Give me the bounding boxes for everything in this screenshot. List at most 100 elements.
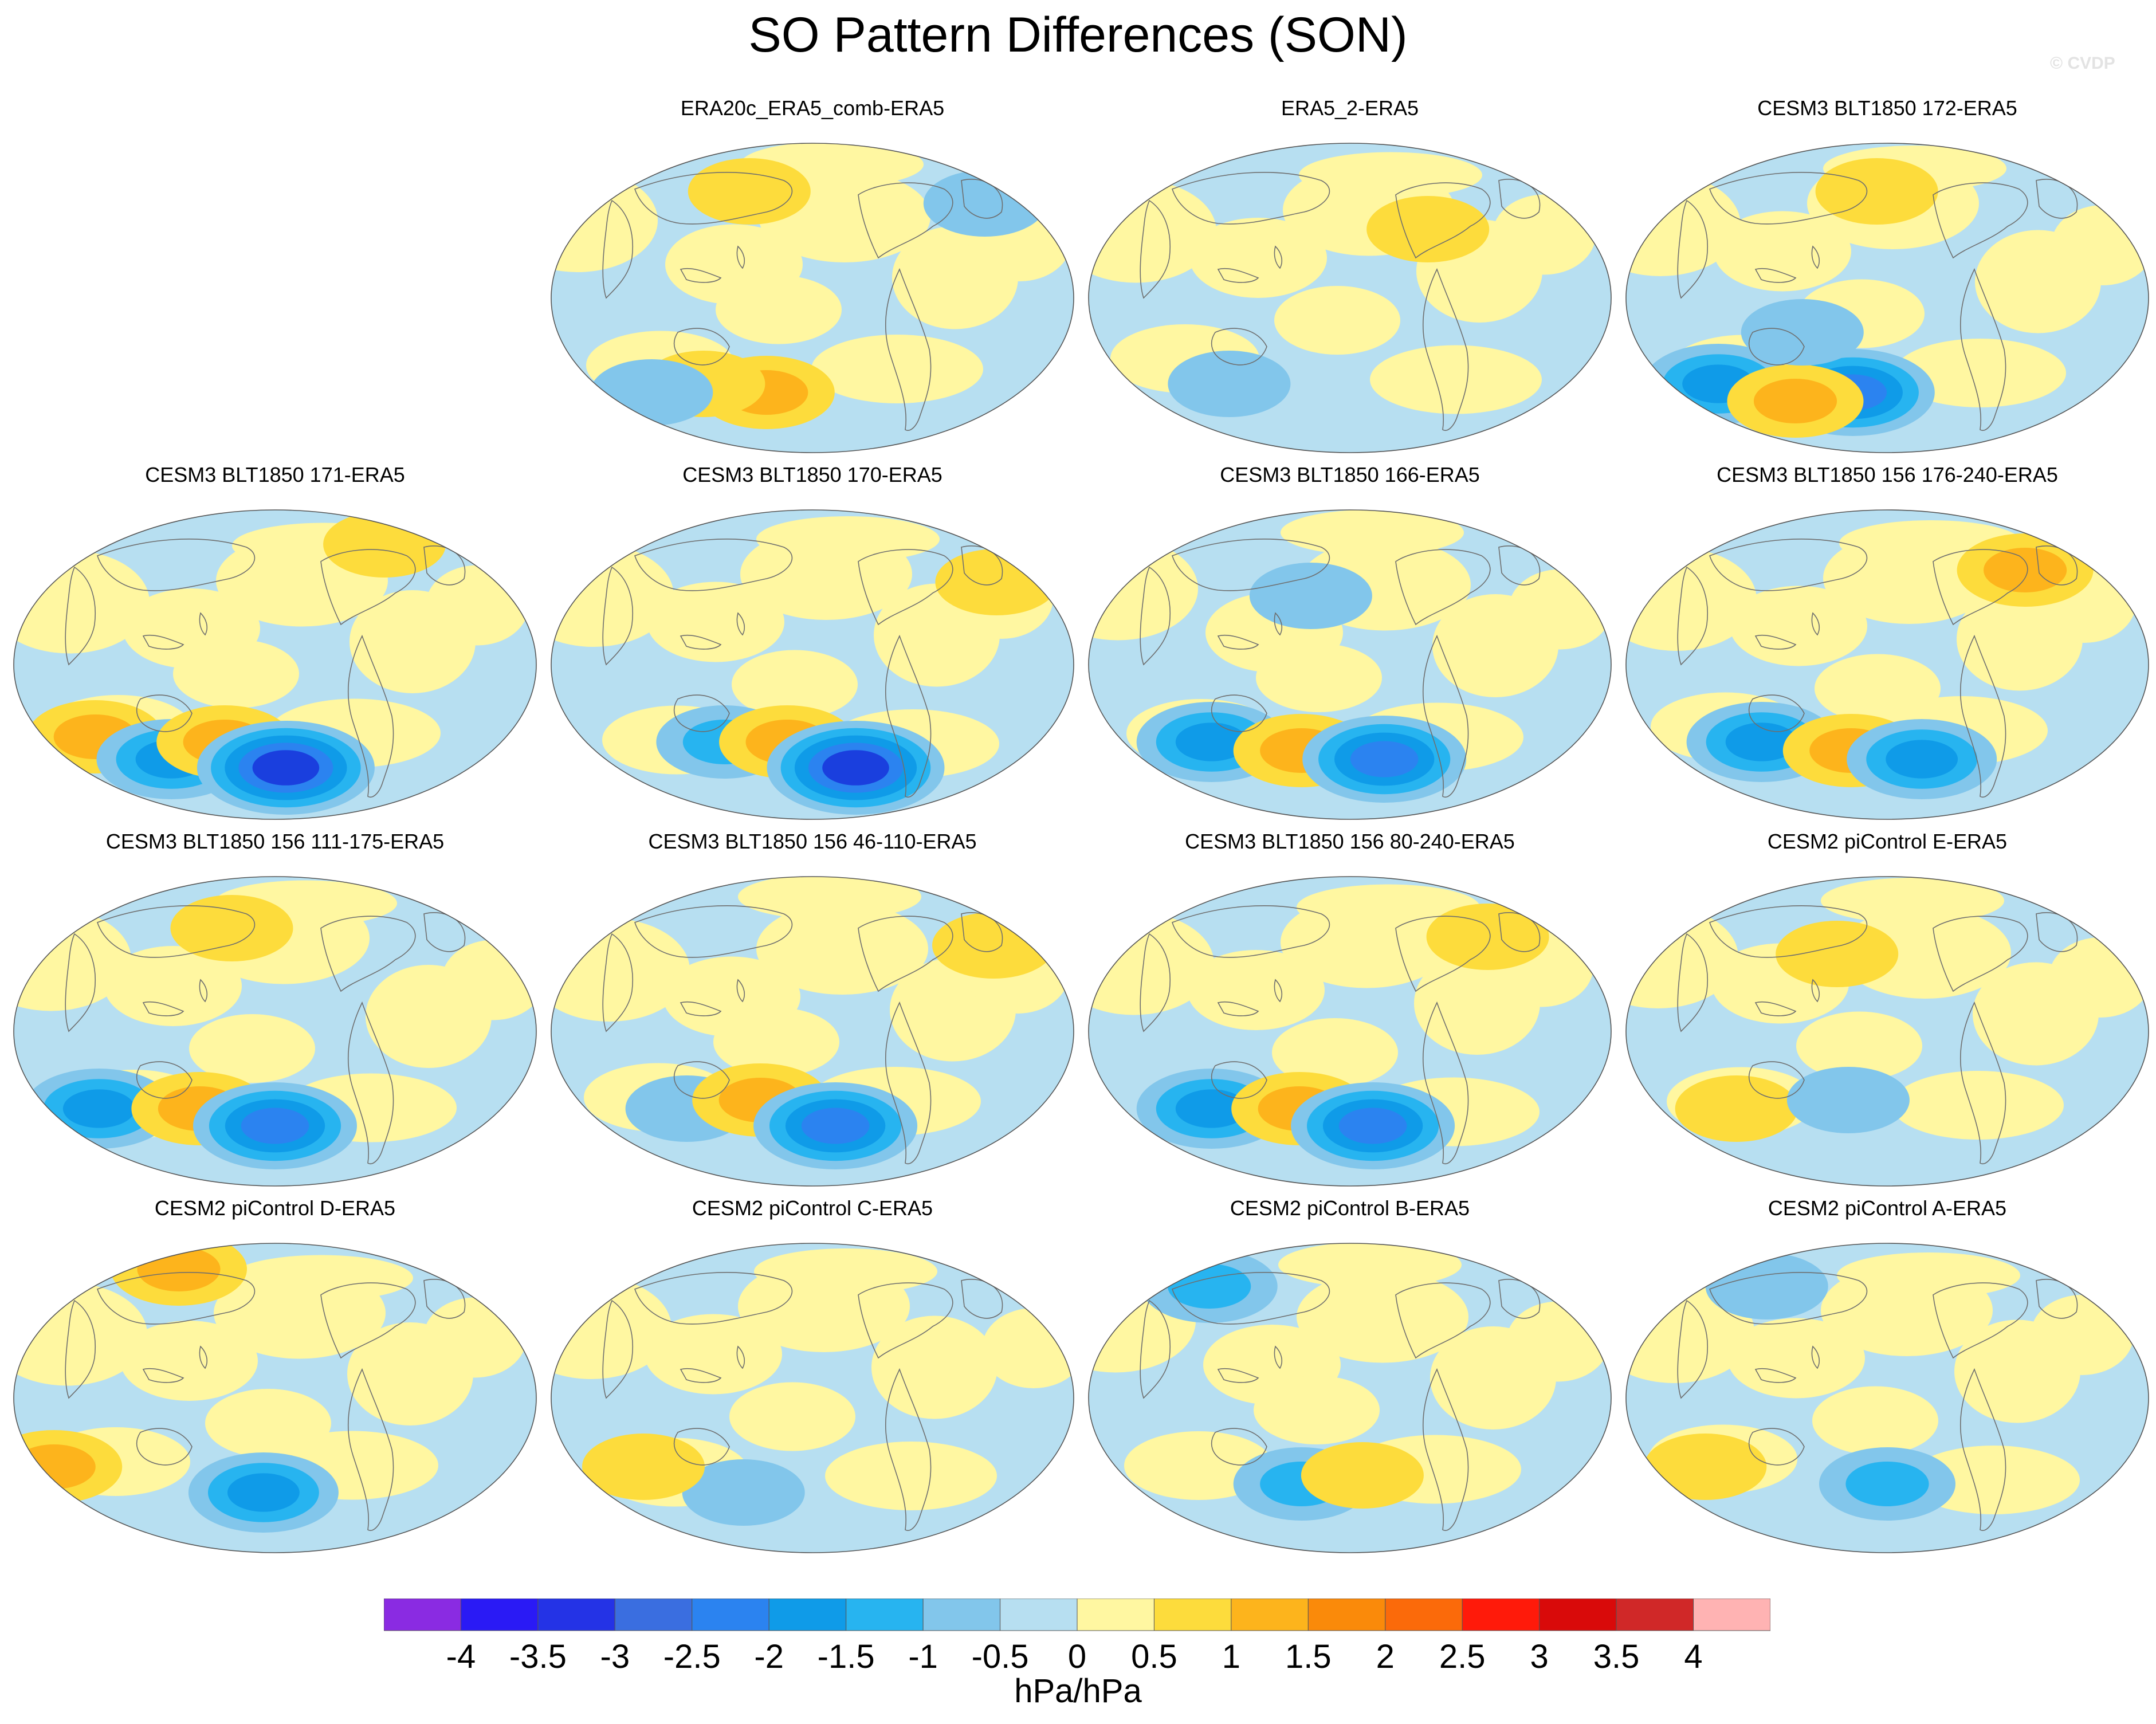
coastline bbox=[1395, 916, 1491, 992]
colorbar-swatch bbox=[1616, 1599, 1694, 1631]
panel-title: CESM3 BLT1850 166-ERA5 bbox=[1220, 463, 1480, 486]
coastline bbox=[1677, 1299, 1709, 1399]
colorbar-swatch bbox=[1307, 1599, 1386, 1631]
negative-anomaly-contour bbox=[1175, 1089, 1248, 1128]
weak-positive-area bbox=[2049, 937, 2149, 1018]
positive-anomaly-contour bbox=[1301, 1442, 1424, 1509]
colorbar-swatch bbox=[922, 1599, 1001, 1631]
colorbar-tick-label: 3 bbox=[1530, 1638, 1549, 1675]
negative-anomaly-contour bbox=[1725, 722, 1798, 761]
coastline bbox=[2036, 545, 2078, 586]
positive-anomaly-contour bbox=[932, 912, 1055, 979]
weak-positive-area bbox=[729, 1382, 855, 1451]
coastline bbox=[347, 634, 394, 798]
page-title: SO Pattern Differences (SON) bbox=[748, 7, 1408, 62]
negative-anomaly-contour bbox=[1249, 563, 1372, 629]
coastline bbox=[673, 694, 730, 732]
map-border bbox=[1625, 876, 2149, 1187]
negative-anomaly-contour bbox=[1350, 741, 1419, 777]
map-border bbox=[551, 509, 1074, 820]
map-panel: CESM2 piControl C-ERA5 bbox=[549, 1196, 1076, 1553]
coastline bbox=[1217, 1368, 1259, 1383]
panel-title: CESM2 piControl A-ERA5 bbox=[1768, 1196, 2007, 1220]
weak-positive-area bbox=[423, 1297, 527, 1378]
coastline bbox=[1811, 612, 1820, 636]
coastline bbox=[320, 549, 416, 626]
weak-positive-area bbox=[1815, 654, 1941, 723]
coastline bbox=[858, 182, 953, 259]
weak-positive-area bbox=[2051, 205, 2149, 285]
positive-anomaly-contour bbox=[1753, 379, 1837, 423]
coastline bbox=[1171, 1272, 1330, 1325]
weak-positive-area bbox=[1714, 211, 1851, 292]
weak-positive-area bbox=[1509, 569, 1611, 650]
coastline bbox=[199, 612, 207, 636]
positive-anomaly-contour bbox=[137, 1247, 221, 1291]
panel-title: CESM3 BLT1850 170-ERA5 bbox=[682, 463, 942, 486]
coastline bbox=[1709, 905, 1868, 958]
coastline bbox=[673, 1428, 730, 1466]
panel-title: CESM3 BLT1850 172-ERA5 bbox=[1757, 96, 2017, 120]
positive-anomaly-contour bbox=[1675, 1075, 1798, 1142]
coastline bbox=[1274, 245, 1282, 269]
coastline bbox=[136, 694, 193, 732]
panel-title: CESM3 BLT1850 156 80-240-ERA5 bbox=[1185, 830, 1515, 853]
anomaly-map bbox=[13, 1243, 537, 1553]
coastline bbox=[65, 566, 96, 666]
coastline bbox=[1395, 1282, 1491, 1359]
weak-positive-area bbox=[1272, 1018, 1398, 1087]
coastline bbox=[2036, 912, 2078, 952]
coastline bbox=[736, 245, 745, 269]
weak-positive-area bbox=[716, 275, 842, 344]
coastline bbox=[1274, 979, 1282, 1003]
anomaly-map bbox=[551, 876, 1074, 1187]
colorbar-swatch bbox=[614, 1599, 693, 1631]
coastline bbox=[1709, 1272, 1868, 1325]
coastline bbox=[1422, 634, 1469, 798]
coastline bbox=[1395, 549, 1491, 626]
panel-title: CESM3 BLT1850 156 111-175-ERA5 bbox=[105, 830, 445, 853]
weak-positive-area bbox=[1297, 1271, 1468, 1363]
panel-title: CESM3 BLT1850 171-ERA5 bbox=[145, 463, 405, 486]
map-border bbox=[13, 509, 537, 820]
anomaly-map bbox=[1625, 1243, 2149, 1553]
coastline bbox=[858, 549, 953, 626]
coastline bbox=[680, 1368, 722, 1383]
negative-anomaly-contour bbox=[62, 1089, 135, 1128]
positive-anomaly-contour bbox=[170, 895, 293, 961]
colorbar-tick-label: -4 bbox=[446, 1638, 476, 1675]
colorbar-swatch bbox=[537, 1599, 615, 1631]
map-panel: CESM3 BLT1850 156 80-240-ERA5 bbox=[1086, 830, 1613, 1187]
coastline bbox=[96, 1272, 256, 1325]
weak-positive-area bbox=[173, 639, 299, 708]
coastline bbox=[1748, 328, 1805, 366]
positive-anomaly-contour bbox=[1426, 904, 1549, 970]
negative-anomaly-contour bbox=[227, 1473, 300, 1512]
coastline bbox=[961, 545, 1003, 586]
map-border bbox=[551, 1243, 1074, 1553]
coastline bbox=[680, 268, 722, 283]
panel-title: CESM2 piControl D-ERA5 bbox=[154, 1196, 396, 1220]
coastline bbox=[1171, 539, 1330, 591]
coastline bbox=[142, 1368, 184, 1383]
map-border bbox=[1088, 143, 1612, 453]
weak-positive-area bbox=[645, 1314, 782, 1395]
coastline bbox=[199, 1345, 207, 1369]
anomaly-map bbox=[551, 143, 1074, 453]
coastline bbox=[1395, 182, 1491, 259]
coastline bbox=[885, 1001, 932, 1164]
weak-positive-area bbox=[1506, 1301, 1609, 1382]
weak-positive-area bbox=[1299, 152, 1482, 198]
negative-anomaly-contour bbox=[1338, 1108, 1407, 1144]
coastline bbox=[1933, 916, 2028, 992]
coastline bbox=[736, 1345, 745, 1369]
negative-anomaly-contour bbox=[1175, 722, 1248, 761]
map-border bbox=[551, 876, 1074, 1187]
coastline bbox=[680, 1001, 722, 1016]
weak-positive-area bbox=[1274, 286, 1400, 355]
coastline bbox=[1211, 1061, 1267, 1099]
map-panel: ERA20c_ERA5_comb-ERA5 bbox=[549, 96, 1076, 453]
panel-title: CESM2 piControl B-ERA5 bbox=[1230, 1196, 1470, 1220]
positive-anomaly-contour bbox=[1366, 196, 1490, 262]
weak-positive-area bbox=[1812, 1386, 1938, 1455]
